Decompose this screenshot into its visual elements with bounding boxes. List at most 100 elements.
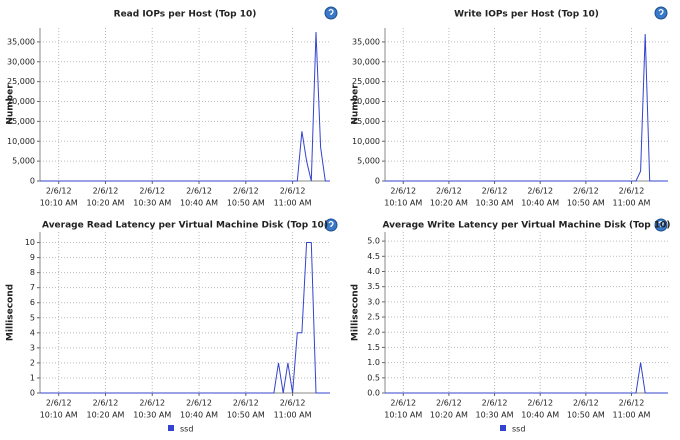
x-tick-label: 2/6/12 bbox=[573, 187, 599, 196]
y-tick-label: 20,000 bbox=[7, 97, 35, 106]
x-tick-label: 2/6/12 bbox=[527, 187, 553, 196]
y-tick-label: 5 bbox=[30, 313, 35, 322]
x-tick-label: 2/6/12 bbox=[139, 399, 165, 408]
y-tick-label: 2 bbox=[30, 358, 35, 367]
x-tick-label: 2/6/12 bbox=[527, 399, 553, 408]
y-tick-label: 15,000 bbox=[352, 117, 380, 126]
x-tick-label: 2/6/12 bbox=[186, 187, 212, 196]
x-tick-label: 2/6/12 bbox=[436, 187, 462, 196]
y-tick-label: 7 bbox=[30, 283, 35, 292]
y-tick-label: 3 bbox=[30, 343, 35, 352]
y-tick-label: 8 bbox=[30, 268, 35, 277]
x-tick-label: 10:50 AM bbox=[567, 411, 605, 420]
x-tick-label: 11:00 AM bbox=[274, 199, 312, 208]
x-tick-label: 2/6/12 bbox=[573, 399, 599, 408]
legend-swatch bbox=[168, 425, 174, 431]
y-tick-label: 5.0 bbox=[367, 237, 380, 246]
y-axis-label: Number bbox=[6, 84, 16, 125]
chart-title: Average Read Latency per Virtual Machine… bbox=[42, 221, 328, 231]
x-tick-label: 10:40 AM bbox=[180, 411, 218, 420]
y-axis-label: Number bbox=[351, 84, 361, 125]
y-tick-label: 1.5 bbox=[367, 343, 380, 352]
y-tick-label: 20,000 bbox=[352, 97, 380, 106]
y-tick-label: 35,000 bbox=[7, 37, 35, 46]
y-tick-label: 0.5 bbox=[367, 373, 380, 382]
y-tick-label: 5,000 bbox=[357, 157, 380, 166]
y-axis-label: Millisecond bbox=[6, 284, 16, 341]
x-tick-label: 10:30 AM bbox=[133, 199, 171, 208]
y-tick-label: 1.0 bbox=[367, 358, 380, 367]
x-tick-label: 10:10 AM bbox=[384, 199, 422, 208]
y-tick-label: 1 bbox=[30, 373, 35, 382]
y-tick-label: 30,000 bbox=[352, 57, 380, 66]
data-line bbox=[40, 242, 330, 394]
y-tick-label: 2.0 bbox=[367, 328, 380, 337]
x-tick-label: 2/6/12 bbox=[280, 187, 306, 196]
x-tick-label: 2/6/12 bbox=[436, 399, 462, 408]
x-tick-label: 11:00 AM bbox=[612, 411, 650, 420]
x-tick-label: 10:40 AM bbox=[521, 411, 559, 420]
legend-label: ssd bbox=[512, 425, 525, 434]
x-tick-label: 10:20 AM bbox=[430, 199, 468, 208]
x-tick-label: 2/6/12 bbox=[390, 399, 416, 408]
x-tick-label: 10:10 AM bbox=[40, 199, 78, 208]
x-tick-label: 11:00 AM bbox=[274, 411, 312, 420]
x-tick-label: 10:20 AM bbox=[86, 411, 124, 420]
x-tick-label: 10:50 AM bbox=[227, 411, 265, 420]
help-icon[interactable] bbox=[324, 218, 338, 232]
data-line bbox=[385, 362, 668, 394]
y-tick-label: 9 bbox=[30, 253, 35, 262]
y-tick-label: 4 bbox=[30, 328, 35, 337]
x-tick-label: 10:30 AM bbox=[476, 411, 514, 420]
x-tick-label: 2/6/12 bbox=[46, 187, 72, 196]
x-tick-label: 2/6/12 bbox=[619, 187, 645, 196]
y-tick-label: 10 bbox=[25, 238, 35, 247]
help-icon[interactable] bbox=[324, 6, 338, 20]
x-tick-label: 10:50 AM bbox=[567, 199, 605, 208]
y-tick-label: 4.0 bbox=[367, 267, 380, 276]
x-tick-label: 10:40 AM bbox=[521, 199, 559, 208]
x-tick-label: 10:30 AM bbox=[133, 411, 171, 420]
y-tick-label: 0 bbox=[30, 389, 35, 398]
y-tick-label: 0 bbox=[375, 177, 380, 186]
x-tick-label: 10:20 AM bbox=[86, 199, 124, 208]
y-tick-label: 4.5 bbox=[367, 252, 380, 261]
x-tick-label: 10:40 AM bbox=[180, 199, 218, 208]
data-line bbox=[385, 33, 668, 182]
y-tick-label: 2.5 bbox=[367, 313, 380, 322]
legend-swatch bbox=[500, 425, 506, 431]
chart-title: Average Write Latency per Virtual Machin… bbox=[382, 221, 670, 231]
x-tick-label: 2/6/12 bbox=[93, 399, 119, 408]
x-tick-label: 2/6/12 bbox=[233, 399, 259, 408]
x-tick-label: 2/6/12 bbox=[46, 399, 72, 408]
x-tick-label: 2/6/12 bbox=[390, 187, 416, 196]
y-tick-label: 3.5 bbox=[367, 282, 380, 291]
x-tick-label: 2/6/12 bbox=[280, 399, 306, 408]
y-tick-label: 35,000 bbox=[352, 37, 380, 46]
y-tick-label: 10,000 bbox=[7, 137, 35, 146]
x-tick-label: 2/6/12 bbox=[482, 399, 508, 408]
x-tick-label: 2/6/12 bbox=[482, 187, 508, 196]
y-tick-label: 0.0 bbox=[367, 389, 380, 398]
x-tick-label: 2/6/12 bbox=[186, 399, 212, 408]
x-tick-label: 10:10 AM bbox=[384, 411, 422, 420]
y-tick-label: 3.0 bbox=[367, 297, 380, 306]
legend-label: ssd bbox=[180, 425, 193, 434]
y-tick-label: 5,000 bbox=[12, 157, 35, 166]
x-tick-label: 10:50 AM bbox=[227, 199, 265, 208]
y-tick-label: 10,000 bbox=[352, 137, 380, 146]
chart-title: Read IOPs per Host (Top 10) bbox=[114, 10, 257, 20]
y-tick-label: 30,000 bbox=[7, 57, 35, 66]
help-icon[interactable] bbox=[654, 6, 668, 20]
help-icon[interactable] bbox=[654, 218, 668, 232]
x-tick-label: 2/6/12 bbox=[93, 187, 119, 196]
y-axis-label: Millisecond bbox=[351, 284, 361, 341]
x-tick-label: 10:30 AM bbox=[476, 199, 514, 208]
y-tick-label: 6 bbox=[30, 298, 35, 307]
x-tick-label: 10:10 AM bbox=[40, 411, 78, 420]
chart-title: Write IOPs per Host (Top 10) bbox=[454, 10, 599, 20]
y-tick-label: 25,000 bbox=[7, 77, 35, 86]
y-tick-label: 15,000 bbox=[7, 117, 35, 126]
